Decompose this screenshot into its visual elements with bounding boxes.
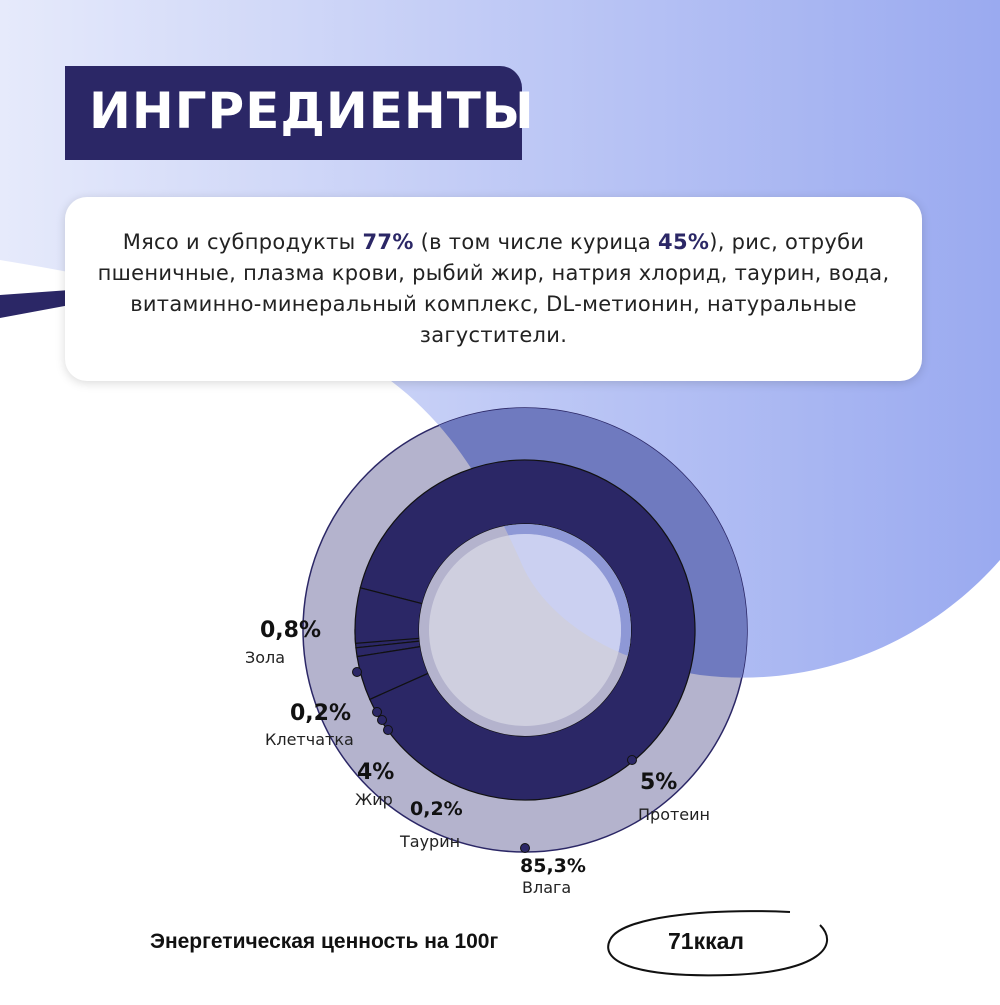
donut-chart: [302, 407, 748, 853]
data-label-name: Таурин: [400, 832, 461, 851]
page-title: ИНГРЕДИЕНТЫ: [89, 82, 535, 140]
navy-swoosh: [0, 290, 70, 318]
data-label-name: Влага: [522, 878, 572, 897]
label-marker-dot: [520, 843, 530, 853]
data-label-value: 4%: [357, 760, 395, 785]
label-marker-dot: [352, 667, 362, 677]
ingredients-part: (в том числе курица: [413, 230, 659, 254]
label-marker-dot: [383, 725, 393, 735]
meat-percent: 77%: [362, 230, 414, 254]
label-marker-dot: [627, 755, 637, 765]
chicken-percent: 45%: [658, 230, 710, 254]
label-marker-dot: [377, 715, 387, 725]
label-marker-dot: [372, 707, 382, 717]
ingredients-card: Мясо и субпродукты 77% (в том числе кури…: [65, 197, 922, 381]
data-label-name: Жир: [355, 790, 393, 809]
ingredients-text: Мясо и субпродукты 77% (в том числе кури…: [83, 227, 904, 351]
data-label-value: 85,3%: [520, 855, 586, 877]
energy-value: 71ккал: [668, 928, 745, 954]
title-banner: ИНГРЕДИЕНТЫ: [65, 66, 534, 160]
data-label-name: Клетчатка: [265, 730, 354, 749]
data-label-value: 5%: [640, 770, 678, 795]
energy-label: Энергетическая ценность на 100г: [150, 930, 499, 953]
energy-ellipse: [607, 910, 829, 977]
ingredients-part: Мясо и субпродукты: [122, 230, 363, 254]
data-label-name: Зола: [245, 648, 286, 667]
ingredients-part: ), рис, отруби пшеничные, плазма крови, …: [97, 230, 890, 347]
data-label-value: 0,8%: [260, 618, 322, 643]
data-label-value: 0,2%: [290, 701, 352, 726]
data-label-value: 0,2%: [410, 798, 463, 820]
data-label-name: Протеин: [638, 805, 710, 824]
